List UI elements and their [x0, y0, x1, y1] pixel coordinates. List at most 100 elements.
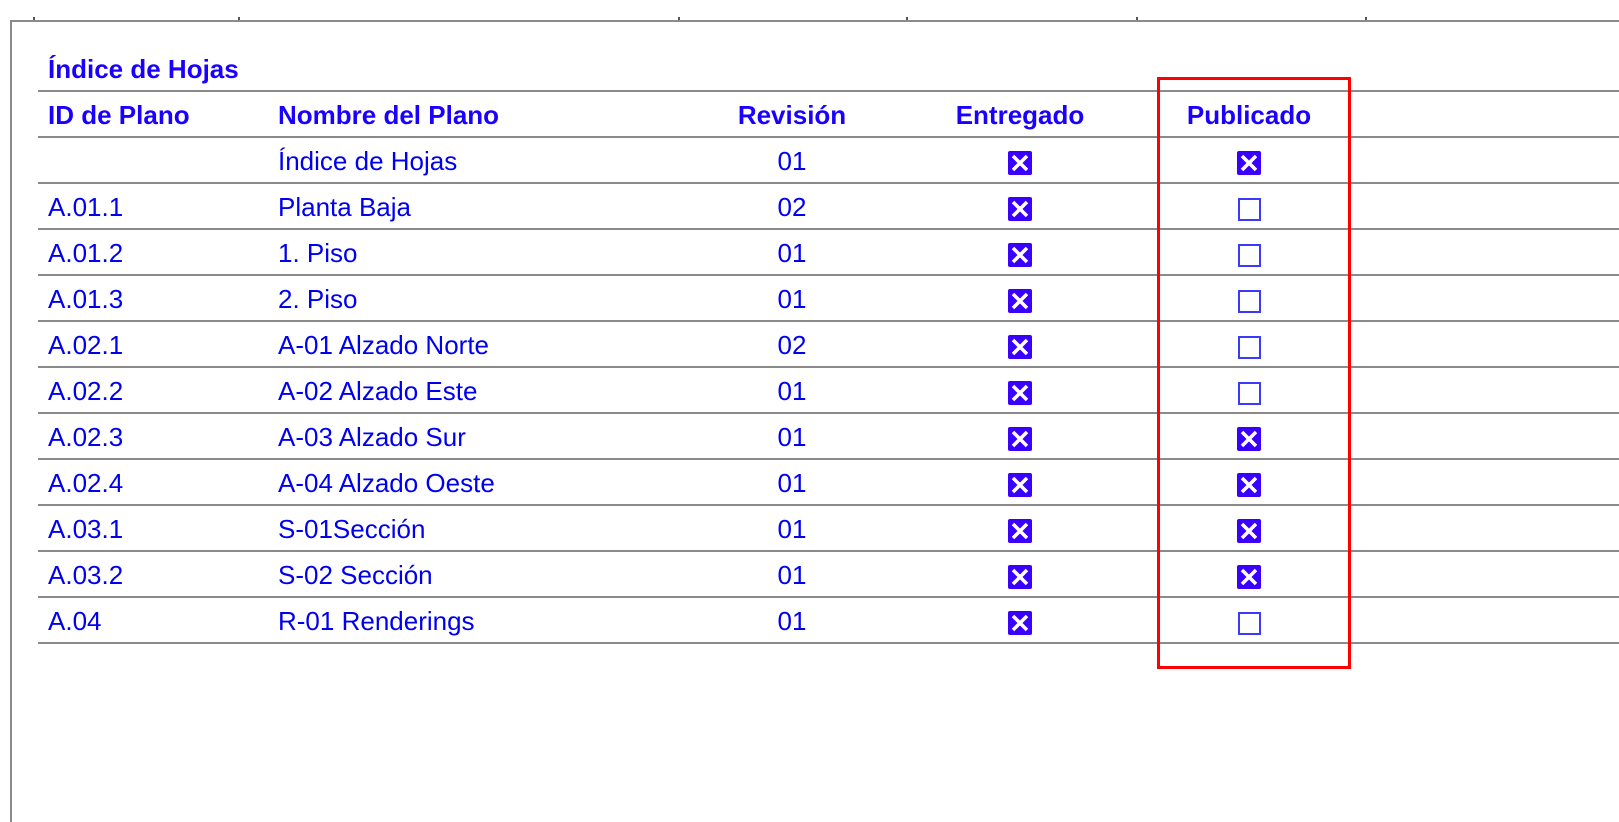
sheet-name: A-03 Alzado Sur [278, 422, 466, 452]
sheet-revision: 02 [777, 192, 807, 222]
entregado-checkbox-checked[interactable] [1008, 335, 1032, 360]
entregado-checkbox-checked[interactable] [1008, 565, 1032, 590]
divider [38, 366, 1619, 368]
sheet-revision: 01 [777, 422, 807, 452]
publicado-checkbox-unchecked[interactable] [1237, 335, 1261, 359]
publicado-cell [1149, 138, 1349, 184]
table-row[interactable]: A.02.3 A-03 Alzado Sur 01 [0, 414, 1619, 460]
sheet-name: A-02 Alzado Este [278, 376, 478, 406]
sheet-name: S-02 Sección [278, 560, 433, 590]
publicado-checkbox-checked[interactable] [1237, 151, 1261, 176]
sheet-revision: 02 [777, 330, 807, 360]
entregado-checkbox-checked[interactable] [1008, 289, 1032, 314]
entregado-checkbox-checked[interactable] [1008, 473, 1032, 498]
table-row[interactable]: A.01.2 1. Piso 01 [0, 230, 1619, 276]
sheet-revision: 01 [777, 284, 807, 314]
entregado-checkbox-checked[interactable] [1008, 197, 1032, 222]
divider [38, 596, 1619, 598]
divider [38, 320, 1619, 322]
table-row[interactable]: Índice de Hojas 01 [0, 138, 1619, 184]
publicado-cell [1149, 598, 1349, 644]
header-id[interactable]: ID de Plano [48, 100, 190, 130]
divider [38, 550, 1619, 552]
entregado-cell [920, 230, 1120, 276]
table-row[interactable]: A.03.1 S-01Sección 01 [0, 506, 1619, 552]
table-row[interactable]: A.01.3 2. Piso 01 [0, 276, 1619, 322]
divider [38, 642, 1619, 644]
table-row[interactable]: A.04 R-01 Renderings 01 [0, 598, 1619, 644]
publicado-checkbox-checked[interactable] [1237, 519, 1261, 544]
entregado-checkbox-checked[interactable] [1008, 381, 1032, 406]
sheet-id: A.04 [48, 606, 102, 636]
entregado-checkbox-checked[interactable] [1008, 519, 1032, 544]
divider [38, 136, 1619, 138]
tick-mark [33, 17, 35, 20]
publicado-cell [1149, 552, 1349, 598]
sheet-revision: 01 [777, 468, 807, 498]
divider [38, 90, 1619, 92]
publicado-cell [1149, 506, 1349, 552]
publicado-cell [1149, 322, 1349, 368]
publicado-checkbox-unchecked[interactable] [1237, 381, 1261, 405]
sheet-name: R-01 Renderings [278, 606, 475, 636]
sheet-name: A-01 Alzado Norte [278, 330, 490, 360]
sheet-name: S-01Sección [278, 514, 426, 544]
sheet-name: A-04 Alzado Oeste [278, 468, 495, 498]
table-row[interactable]: A.02.4 A-04 Alzado Oeste 01 [0, 460, 1619, 506]
sheet-frame [10, 20, 1619, 822]
table-row[interactable]: A.03.2 S-02 Sección 01 [0, 552, 1619, 598]
header-entregado[interactable]: Entregado [955, 100, 1085, 130]
entregado-checkbox-checked[interactable] [1008, 243, 1032, 268]
publicado-checkbox-unchecked[interactable] [1237, 243, 1261, 267]
sheet-id: A.03.1 [48, 514, 124, 544]
sheet-id: A.02.3 [48, 422, 124, 452]
table-row[interactable]: A.02.1 A-01 Alzado Norte 02 [0, 322, 1619, 368]
publicado-checkbox-checked[interactable] [1237, 473, 1261, 498]
entregado-cell [920, 138, 1120, 184]
publicado-checkbox-checked[interactable] [1237, 427, 1261, 452]
entregado-cell [920, 460, 1120, 506]
entregado-cell [920, 506, 1120, 552]
header-name[interactable]: Nombre del Plano [278, 100, 500, 130]
publicado-checkbox-unchecked[interactable] [1237, 197, 1261, 221]
header-row: ID de Plano Nombre del Plano Revisión En… [0, 92, 1619, 138]
sheet-name: 1. Piso [278, 238, 358, 268]
entregado-cell [920, 276, 1120, 322]
sheet-id: A.02.2 [48, 376, 124, 406]
divider [38, 504, 1619, 506]
tick-mark [906, 17, 908, 20]
entregado-checkbox-checked[interactable] [1008, 611, 1032, 636]
divider [38, 228, 1619, 230]
header-publicado[interactable]: Publicado [1186, 100, 1312, 130]
entregado-cell [920, 322, 1120, 368]
sheet-id: A.01.3 [48, 284, 124, 314]
entregado-cell [920, 414, 1120, 460]
sheet-revision: 01 [777, 514, 807, 544]
sheet-revision: 01 [777, 560, 807, 590]
divider [38, 274, 1619, 276]
publicado-cell [1149, 276, 1349, 322]
header-revision[interactable]: Revisión [737, 100, 847, 130]
tick-mark [238, 17, 240, 20]
sheet-id: A.02.4 [48, 468, 124, 498]
entregado-cell [920, 368, 1120, 414]
tick-mark [1365, 17, 1367, 20]
tick-mark [1136, 17, 1138, 20]
sheet-name: Planta Baja [278, 192, 411, 222]
sheet-revision: 01 [777, 238, 807, 268]
publicado-checkbox-unchecked[interactable] [1237, 289, 1261, 313]
publicado-cell [1149, 414, 1349, 460]
publicado-cell [1149, 184, 1349, 230]
divider [38, 412, 1619, 414]
sheet-revision: 01 [777, 606, 807, 636]
entregado-checkbox-checked[interactable] [1008, 427, 1032, 452]
sheet-revision: 01 [777, 376, 807, 406]
divider [38, 182, 1619, 184]
publicado-checkbox-checked[interactable] [1237, 565, 1261, 590]
table-row[interactable]: A.01.1 Planta Baja 02 [0, 184, 1619, 230]
sheet-name: 2. Piso [278, 284, 358, 314]
publicado-checkbox-unchecked[interactable] [1237, 611, 1261, 635]
entregado-checkbox-checked[interactable] [1008, 151, 1032, 176]
entregado-cell [920, 598, 1120, 644]
table-row[interactable]: A.02.2 A-02 Alzado Este 01 [0, 368, 1619, 414]
